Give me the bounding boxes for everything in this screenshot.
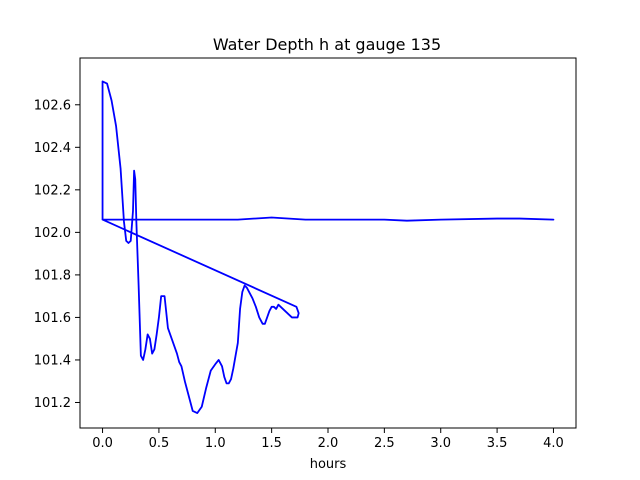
x-tick-label: 0.5 bbox=[149, 436, 170, 451]
chart-title: Water Depth h at gauge 135 bbox=[213, 35, 441, 54]
y-tick-label: 102.0 bbox=[34, 226, 71, 241]
y-tick-label: 101.4 bbox=[34, 353, 71, 368]
x-tick-label: 2.5 bbox=[374, 436, 395, 451]
y-tick-label: 101.8 bbox=[34, 268, 71, 283]
y-tick-label: 102.6 bbox=[34, 98, 71, 113]
y-tick-label: 101.6 bbox=[34, 311, 71, 326]
y-axis-ticks: 101.2 101.4 101.6 101.8 102.0 102.2 102.4 102.6 bbox=[34, 98, 80, 411]
series-line bbox=[101, 80, 555, 415]
x-tick-label: 1.0 bbox=[205, 436, 226, 451]
y-tick-label: 101.2 bbox=[34, 396, 71, 411]
y-tick-label: 102.4 bbox=[34, 141, 71, 156]
x-tick-label: 2.0 bbox=[318, 436, 339, 451]
x-tick-label: 3.5 bbox=[487, 436, 508, 451]
x-tick-label: 3.0 bbox=[430, 436, 451, 451]
y-tick-label: 102.2 bbox=[34, 183, 71, 198]
x-tick-label: 4.0 bbox=[543, 436, 564, 451]
x-tick-label: 1.5 bbox=[261, 436, 282, 451]
x-tick-label: 0.0 bbox=[92, 436, 113, 451]
x-axis-ticks: 0.0 0.5 1.0 1.5 2.0 2.5 3.0 3.5 4.0 bbox=[92, 428, 564, 451]
x-axis-title: hours bbox=[310, 457, 347, 472]
plot-area bbox=[101, 80, 555, 415]
